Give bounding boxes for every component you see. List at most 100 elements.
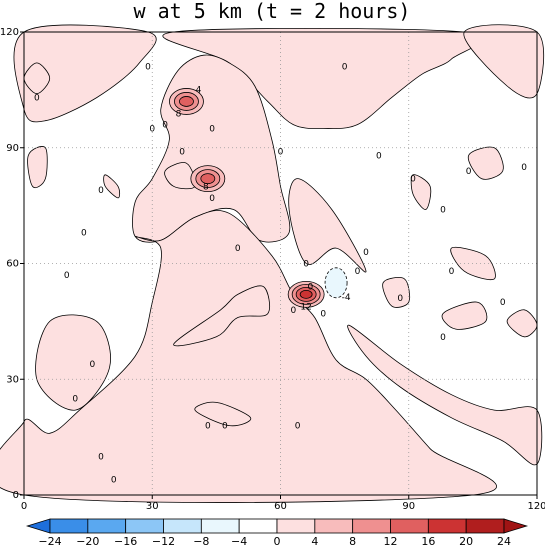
core-1-ring-2 bbox=[179, 96, 194, 107]
contour-label: 0 bbox=[111, 476, 117, 486]
colorbar-arrow-low bbox=[25, 518, 51, 534]
colorbar-tick-label: −4 bbox=[231, 535, 247, 546]
positive-region-16 bbox=[23, 62, 51, 95]
core-0-ring-3 bbox=[299, 289, 313, 299]
contour-label: 0 bbox=[145, 63, 151, 73]
colorbar-box bbox=[390, 518, 429, 534]
colorbar-arrow-high bbox=[503, 518, 529, 534]
chart-title: w at 5 km (t = 2 hours) bbox=[134, 0, 411, 23]
colorbar-tick-label: 4 bbox=[311, 535, 318, 546]
colorbar-tick-label: 8 bbox=[349, 535, 356, 546]
plot-area: 0 0 0 0 0 0 0 0 0 0 0 0 0 0 0 0 0 0 0 0 0 0 0 0 0 0 0 0 0 0 0 0 0 0 0 12 4 8 8… bbox=[0, 24, 545, 512]
positive-region-13 bbox=[382, 277, 411, 308]
positive-region-18 bbox=[441, 301, 488, 330]
contour-label: 0 bbox=[376, 151, 382, 161]
colorbar-box bbox=[87, 518, 127, 534]
colorbar-tick-label: −16 bbox=[114, 535, 137, 546]
downdraft-3 bbox=[324, 267, 348, 299]
core-label: 8 bbox=[203, 183, 209, 193]
contour-label: 0 bbox=[162, 121, 168, 131]
y-tick-label: 90 bbox=[6, 143, 19, 154]
y-tick-label: 0 bbox=[13, 490, 19, 501]
contour-label: 0 bbox=[290, 306, 296, 316]
contour-label: 0 bbox=[342, 63, 348, 73]
colorbar-box bbox=[238, 518, 278, 534]
contour-label: 0 bbox=[98, 452, 104, 462]
x-tick-label: 120 bbox=[527, 501, 545, 512]
colorbar-tick-label: −12 bbox=[152, 535, 175, 546]
contour-labels: 0 0 0 0 0 0 0 0 0 0 0 0 0 0 0 0 0 0 0 0 0 0 0 0 0 0 0 0 0 0 0 0 0 0 0 12 4 8 8… bbox=[34, 63, 527, 486]
core-label: 4 bbox=[196, 85, 202, 95]
core-label: 12 bbox=[300, 302, 311, 312]
core-label: -4 bbox=[342, 293, 351, 303]
x-tick-label: 90 bbox=[402, 501, 415, 512]
core-label: 8 bbox=[176, 109, 182, 119]
colorbar-tick-label: −8 bbox=[193, 535, 209, 546]
colorbar-tick-label: 24 bbox=[497, 535, 511, 546]
updraft-cores bbox=[169, 88, 348, 308]
contour-label: 0 bbox=[466, 167, 472, 177]
contour-label: 0 bbox=[449, 267, 455, 277]
contour-label: 0 bbox=[440, 333, 446, 343]
contour-label: 0 bbox=[34, 94, 40, 104]
positive-region-14 bbox=[450, 247, 496, 280]
contour-label: 0 bbox=[179, 148, 185, 158]
y-tick-label: 60 bbox=[6, 259, 19, 270]
contour-label: 0 bbox=[363, 248, 369, 258]
contour-label: 0 bbox=[209, 194, 215, 204]
contour-label: 0 bbox=[72, 395, 78, 405]
contour-label: 0 bbox=[205, 422, 211, 432]
positive-region-7 bbox=[35, 314, 111, 411]
contour-label: 0 bbox=[90, 360, 96, 370]
colorbar-box bbox=[352, 518, 391, 534]
contour-label: 0 bbox=[355, 267, 361, 277]
positive-region-8 bbox=[173, 285, 270, 347]
colorbar-tick-label: 12 bbox=[384, 535, 398, 546]
colorbar-tick-label: −24 bbox=[38, 535, 61, 546]
colorbar-tick-label: 0 bbox=[274, 535, 281, 546]
colorbar-box bbox=[163, 518, 202, 534]
contour-label: 0 bbox=[440, 205, 446, 215]
contour-label: 0 bbox=[64, 271, 70, 281]
y-tick-label: 120 bbox=[0, 27, 19, 38]
colorbar-tick-label: −20 bbox=[76, 535, 99, 546]
y-axis: 0 30 60 90 120 bbox=[0, 27, 24, 501]
contour-label: 0 bbox=[235, 244, 241, 254]
contour-label: 0 bbox=[149, 124, 155, 134]
contour-label: 0 bbox=[521, 163, 527, 173]
core-2-ring-2 bbox=[200, 173, 216, 185]
x-tick-label: 0 bbox=[21, 501, 27, 512]
contour-label: 0 bbox=[98, 186, 104, 196]
contour-label: 0 bbox=[209, 124, 215, 134]
colorbar-tick-label: 16 bbox=[421, 535, 435, 546]
positive-region-10 bbox=[103, 174, 121, 199]
contour-label: 0 bbox=[500, 298, 506, 308]
positive-region-15 bbox=[194, 401, 252, 427]
colorbar-box bbox=[314, 518, 354, 534]
positive-region-4 bbox=[0, 210, 497, 503]
contour-label: 0 bbox=[308, 283, 314, 293]
colorbar-tick-label: 20 bbox=[459, 535, 473, 546]
contour-label: 0 bbox=[222, 422, 228, 432]
colorbar-box bbox=[49, 518, 89, 534]
y-tick-label: 30 bbox=[6, 374, 19, 385]
x-tick-label: 60 bbox=[274, 501, 287, 512]
colorbar: −24 −20 −16 −12 −8 −4 0 4 8 12 16 20 24 bbox=[25, 518, 529, 546]
x-tick-label: 30 bbox=[146, 501, 159, 512]
positive-region-9 bbox=[27, 146, 48, 189]
colorbar-box bbox=[125, 518, 164, 534]
colorbar-box bbox=[465, 518, 505, 534]
positive-region-12 bbox=[467, 146, 504, 180]
x-axis: 0 30 60 90 120 bbox=[21, 495, 545, 512]
contour-label: 0 bbox=[303, 260, 309, 270]
contour-label: 0 bbox=[320, 310, 326, 320]
positive-region-11 bbox=[410, 174, 432, 210]
gridlines bbox=[24, 32, 537, 495]
positive-region-5 bbox=[288, 178, 367, 273]
contour-label: 0 bbox=[295, 422, 301, 432]
contour-label: 0 bbox=[278, 148, 284, 158]
contour-label: 0 bbox=[81, 229, 87, 239]
colorbar-box bbox=[427, 518, 467, 534]
contour-label: 0 bbox=[410, 175, 416, 185]
